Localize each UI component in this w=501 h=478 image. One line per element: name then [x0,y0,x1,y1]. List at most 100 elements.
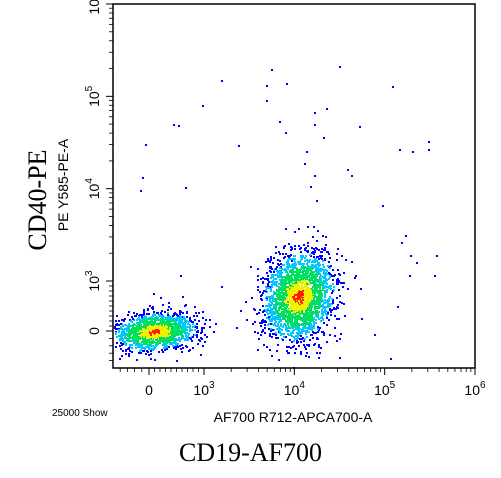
event-dot [198,312,200,314]
event-dot [282,326,284,328]
event-dot [174,322,176,324]
event-dot [179,322,181,324]
event-dot [339,295,341,297]
event-dot [296,291,298,293]
event-dot [323,266,325,268]
event-dot [154,347,156,349]
event-dot [274,323,276,325]
event-dot [121,319,123,321]
event-dot [290,332,292,334]
event-dot [330,288,332,290]
event-dot [336,340,338,342]
event-dot [284,285,286,287]
event-dot [309,280,311,282]
event-dot [292,301,294,303]
event-dot [314,112,316,114]
event-dot [124,342,126,344]
event-dot [245,301,247,303]
event-dot [189,337,191,339]
event-dot [339,357,341,359]
event-dot [272,313,274,315]
event-dot [196,315,198,317]
event-dot [319,273,321,275]
event-dot [128,311,130,313]
event-dot [148,328,150,330]
event-dot [124,318,126,320]
event-dot [265,286,267,288]
event-dot [221,80,223,82]
event-dot [166,326,168,328]
event-dot [300,317,302,319]
event-dot [325,269,327,271]
event-dot [296,270,298,272]
event-dot [327,312,329,314]
event-dot [144,322,146,324]
event-dot [190,320,192,322]
event-dot [302,327,304,329]
event-dot [141,318,143,320]
event-dot [167,309,169,311]
event-dot [194,329,196,331]
event-dot [126,329,128,331]
event-dot [268,281,270,283]
event-dot [322,300,324,302]
event-dot [343,272,345,274]
event-dot [162,332,164,334]
event-dot [301,266,303,268]
event-dot [154,320,156,322]
event-dot [272,283,274,285]
event-dot [305,272,307,274]
event-dot [263,310,265,312]
event-dot [305,332,307,334]
event-dot [172,345,174,347]
event-dot [299,338,301,340]
event-dot [300,319,302,321]
event-dot [257,286,259,288]
event-dot [178,337,180,339]
event-dot [148,334,150,336]
event-dot [304,260,306,262]
event-dot [266,296,268,298]
event-dot [295,316,297,318]
event-dot [327,299,329,301]
event-dot [286,261,288,263]
event-dot [140,349,142,351]
event-dot [122,325,124,327]
event-dot [134,315,136,317]
event-dot [145,316,147,318]
event-dot [131,347,133,349]
event-dot [307,245,309,247]
event-dot [156,327,158,329]
event-dot [267,275,269,277]
event-dot [202,105,204,107]
event-dot [283,276,285,278]
event-dot [177,323,179,325]
event-dot [322,314,324,316]
event-dot [264,314,266,316]
event-dot [322,260,324,262]
event-dot [296,307,298,309]
event-dot [299,307,301,309]
y-tick-label: 0 [86,327,102,335]
event-dot [150,321,152,323]
event-dot [279,260,281,262]
event-dot [271,286,273,288]
event-dot [401,242,403,244]
event-dot [171,331,173,333]
event-dot [270,288,272,290]
event-dot [284,245,286,247]
event-dot [316,248,318,250]
event-dot [307,303,309,305]
event-dot [132,329,134,331]
event-dot [307,275,309,277]
event-dot [146,319,148,321]
event-dot [122,350,124,352]
event-dot [315,312,317,314]
event-dot [157,318,159,320]
event-dot [298,323,300,325]
event-dot [189,324,191,326]
event-dot [303,325,305,327]
event-dot [314,274,316,276]
event-dot [280,304,282,306]
event-dot [339,274,341,276]
